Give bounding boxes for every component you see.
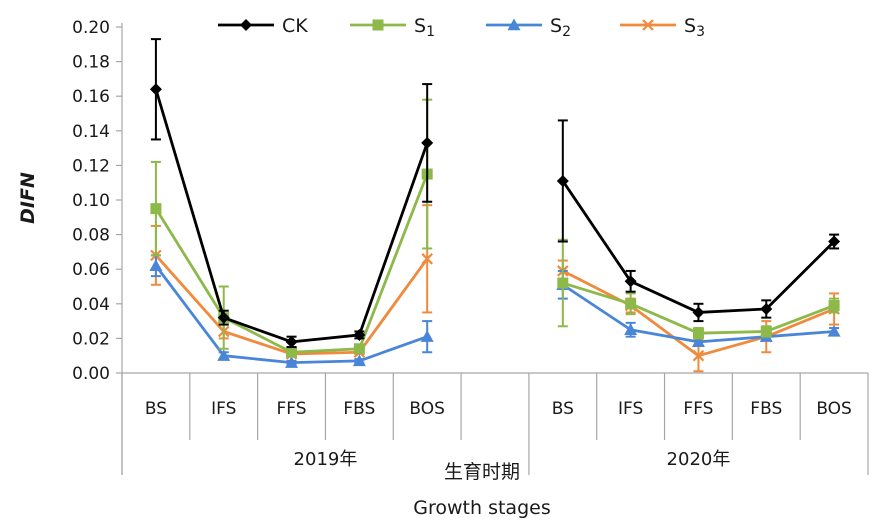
legend-label: CK [282, 15, 308, 37]
data-point [285, 335, 298, 348]
data-point [353, 343, 365, 355]
series-s3 [150, 204, 840, 373]
data-point [557, 277, 569, 289]
axes-layer: 0.00 0.02 0.04 0.06 0.08 0.10 0.12 0.14 0.16 0.18… [72, 18, 869, 475]
data-point [692, 349, 705, 362]
series-s2 [149, 254, 841, 368]
x-axis-label-chinese: 生育时期 [444, 461, 520, 483]
legend-label: S2 [550, 15, 571, 40]
data-point [286, 346, 298, 358]
data-point [760, 302, 773, 315]
y-tick-label: 0.14 [72, 122, 110, 142]
legend-swatch-marker [507, 18, 521, 31]
x-tick-label: FFS [683, 399, 713, 419]
legend-item: CK [218, 15, 308, 37]
legend-swatch-marker [240, 19, 252, 31]
x-group-label: 2020年 [667, 449, 731, 470]
y-tick-label: 0.12 [72, 156, 110, 176]
data-point [150, 203, 162, 215]
data-point [624, 275, 637, 288]
data-point [624, 323, 638, 335]
x-tick-label: BOS [816, 399, 852, 419]
data-point [353, 328, 366, 341]
y-tick-label: 0.04 [72, 295, 110, 315]
y-tick-label: 0.02 [72, 329, 110, 349]
x-tick-label: FFS [277, 399, 307, 419]
y-tick-label: 0.10 [72, 191, 110, 211]
data-point [828, 235, 841, 248]
data-point [692, 327, 704, 339]
data-point [556, 174, 569, 187]
data-point [352, 354, 366, 367]
data-point [285, 356, 299, 368]
data-point [692, 306, 705, 319]
series-ck [149, 38, 841, 349]
legend-item: S3 [620, 15, 705, 40]
legend-label: S3 [684, 15, 705, 40]
x-axis-label: Growth stages [413, 497, 550, 519]
series-line [154, 173, 429, 354]
x-tick-label: IFS [618, 399, 643, 419]
data-point [421, 136, 434, 149]
x-tick-label: BS [145, 399, 167, 419]
data-point [217, 349, 231, 361]
data-point [827, 324, 841, 337]
data-point [217, 311, 230, 324]
data-point [691, 335, 705, 348]
data-point [149, 259, 163, 271]
legend-swatch-marker [372, 19, 384, 31]
x-tick-label: BS [552, 399, 574, 419]
legend-item: S1 [350, 15, 435, 40]
y-axis-label: DIFN [17, 172, 39, 224]
x-group-label: 2019年 [294, 449, 358, 470]
legend-label: S1 [414, 15, 435, 40]
y-tick-label: 0.20 [72, 18, 110, 38]
data-point [420, 330, 434, 342]
x-tick-label: BOS [409, 399, 445, 419]
data-point [760, 325, 772, 337]
data-point [149, 83, 162, 96]
data-point [828, 300, 840, 312]
x-tick-label: FBS [343, 399, 375, 419]
y-tick-label: 0.06 [72, 260, 110, 280]
series-line [154, 88, 429, 344]
x-tick-label: IFS [211, 399, 236, 419]
y-tick-label: 0.18 [72, 53, 110, 73]
legend-item: S2 [486, 15, 571, 40]
legend: CK S1 S2 S3 [218, 15, 705, 40]
series-s1 [150, 98, 840, 358]
y-tick-label: 0.16 [72, 87, 110, 107]
data-point [625, 298, 637, 310]
data-point [421, 253, 433, 265]
legend-swatch-marker [642, 19, 654, 31]
x-tick-label: FBS [750, 399, 782, 419]
y-tick-label: 0.00 [72, 364, 110, 384]
series-layer [149, 38, 841, 373]
y-tick-label: 0.08 [72, 226, 110, 246]
